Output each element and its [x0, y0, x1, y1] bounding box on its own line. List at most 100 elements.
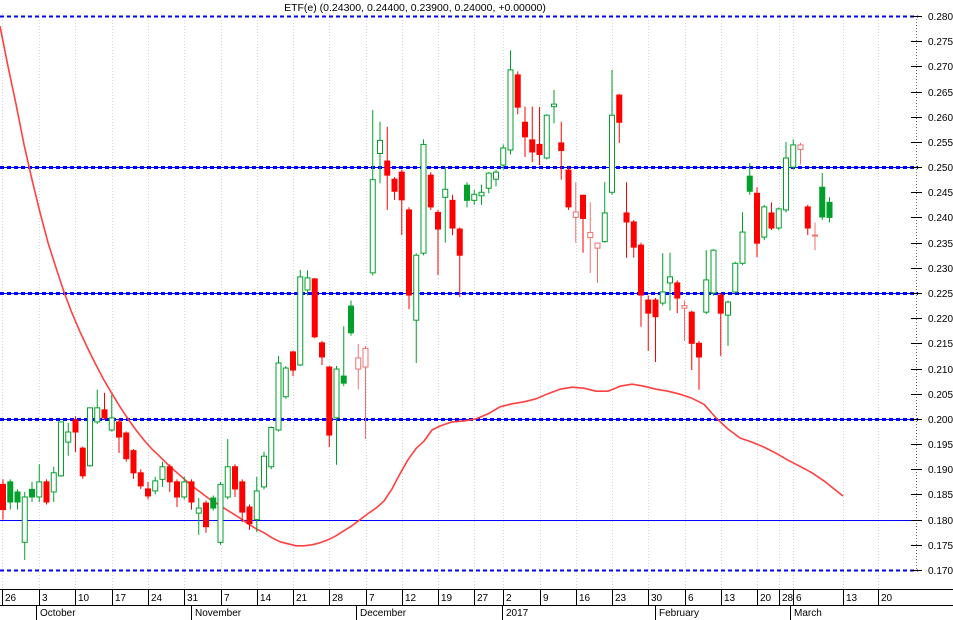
candle — [522, 106, 528, 158]
y-axis-label: 0.170 — [928, 566, 953, 577]
candle-body — [94, 407, 101, 423]
candle-body — [348, 305, 354, 334]
candle — [456, 227, 463, 298]
candle — [253, 476, 260, 533]
candle-body — [732, 262, 739, 293]
candle-body — [659, 291, 666, 304]
candles-layer — [0, 50, 833, 560]
candle-body — [435, 211, 441, 230]
candle-body — [326, 366, 333, 436]
candle — [580, 194, 586, 253]
candle — [123, 431, 130, 462]
candle — [72, 416, 79, 453]
candle-body — [174, 481, 180, 498]
candle-body — [181, 481, 188, 498]
candle — [594, 242, 601, 283]
candle — [645, 295, 652, 351]
candle-body — [449, 199, 456, 229]
candle — [775, 207, 782, 231]
candle — [427, 172, 434, 210]
candle-body — [717, 294, 724, 314]
candle-body — [551, 103, 557, 108]
candle-body — [522, 121, 528, 138]
candle-body — [377, 139, 383, 154]
candle-body — [123, 432, 130, 460]
candle-body — [369, 179, 376, 274]
y-axis-label: 0.280 — [928, 12, 953, 23]
candle — [485, 172, 492, 194]
x-axis-day-label: 28 — [332, 593, 344, 604]
x-axis-day-label: 9 — [543, 593, 549, 604]
candle — [181, 476, 188, 500]
candle — [500, 144, 507, 170]
gridlines-layer — [2, 14, 879, 589]
y-axis-label: 0.200 — [928, 415, 953, 426]
candle — [377, 121, 383, 184]
candle — [725, 300, 731, 346]
candle-body — [116, 421, 122, 438]
candle — [108, 394, 115, 432]
x-axis-day-label: 21 — [296, 593, 308, 604]
candle — [137, 469, 144, 489]
candle-body — [746, 175, 753, 192]
candle — [275, 355, 282, 432]
candle-body — [674, 282, 681, 299]
candle — [754, 187, 760, 258]
candle-body — [587, 232, 594, 239]
candle — [116, 418, 122, 454]
y-axis-label: 0.215 — [928, 339, 953, 350]
candle-body — [536, 143, 543, 156]
candle-body — [819, 186, 826, 218]
candle-body — [594, 242, 601, 249]
candle — [739, 212, 746, 266]
candle-body — [667, 276, 673, 284]
candle — [50, 466, 57, 503]
candle-body — [645, 299, 652, 314]
chart-title: ETF(e) (0.24300, 0.24400, 0.23900, 0.240… — [284, 2, 546, 14]
candle — [0, 479, 6, 520]
candle — [609, 69, 615, 195]
x-axis-day-label: 31 — [187, 593, 199, 604]
candle-body — [725, 301, 731, 316]
candle — [826, 197, 833, 223]
candle-body — [0, 483, 6, 511]
candle — [210, 495, 217, 511]
candle — [529, 106, 536, 163]
candle — [43, 479, 50, 505]
candle-body — [319, 342, 325, 358]
candle-body — [812, 234, 818, 237]
x-axis-month-label: December — [360, 608, 407, 619]
candle — [94, 389, 101, 424]
candle-body — [340, 375, 347, 384]
candle — [601, 182, 608, 243]
candle-body — [290, 351, 296, 371]
x-axis-day-label: 10 — [78, 593, 90, 604]
candle — [616, 94, 623, 143]
candle — [442, 167, 449, 243]
moving-average-layer — [0, 25, 844, 547]
candle-body — [609, 114, 615, 193]
candle — [261, 451, 267, 490]
x-axis-day-label: 6 — [688, 593, 694, 604]
x-axis-day-label: 6 — [796, 593, 802, 604]
candle — [174, 479, 180, 508]
candle-body — [224, 466, 231, 498]
candle — [58, 421, 64, 477]
candle-body — [478, 191, 485, 197]
candle-body — [580, 194, 586, 219]
candle — [384, 126, 391, 210]
y-axis-label: 0.175 — [928, 541, 953, 552]
candle-body — [137, 472, 144, 487]
candle-body — [464, 184, 470, 201]
x-axis-day-label: 19 — [441, 593, 453, 604]
candle-body — [282, 367, 289, 398]
y-axis: 0.280 0.275 0.270 0.265 0.260 0.255 0.250 0.245… — [911, 12, 953, 577]
candle-body — [529, 139, 536, 153]
candle — [478, 184, 485, 205]
candle — [7, 479, 14, 510]
x-axis-day-label: 30 — [651, 593, 663, 604]
candle-body — [29, 488, 35, 498]
candle-body — [826, 201, 833, 218]
candle — [797, 142, 804, 165]
